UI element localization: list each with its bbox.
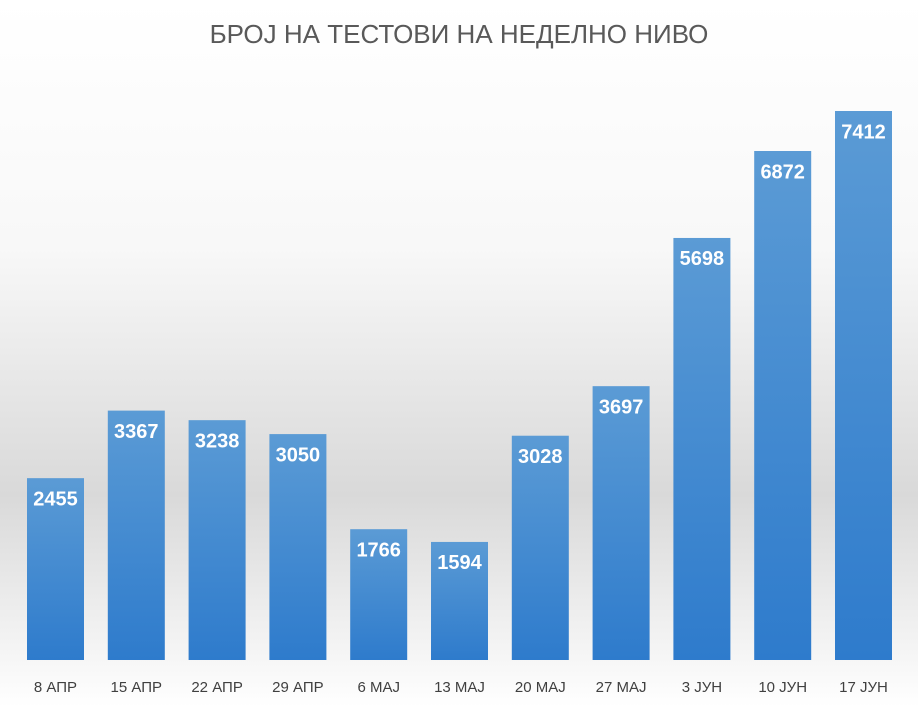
- x-tick-label: 22 АПР: [191, 679, 242, 696]
- bar: [592, 386, 650, 660]
- value-label: 3028: [518, 446, 563, 468]
- value-label: 3697: [599, 396, 644, 418]
- value-label: 5698: [680, 248, 725, 270]
- x-tick-label: 20 МАЈ: [515, 679, 566, 696]
- value-label: 3367: [114, 421, 159, 443]
- value-label: 1766: [356, 539, 401, 561]
- bar: [431, 541, 488, 660]
- x-tick-label: 15 АПР: [111, 679, 162, 696]
- x-tick-label: 8 АПР: [34, 679, 77, 696]
- x-tick-label: 6 МАЈ: [357, 679, 400, 696]
- x-tick-label: 3 ЈУН: [682, 679, 722, 696]
- bar: [511, 435, 569, 660]
- value-label: 3238: [195, 430, 240, 452]
- x-tick-label: 29 АПР: [272, 679, 323, 696]
- x-tick-label: 10 ЈУН: [758, 679, 807, 696]
- x-tick-label: 13 МАЈ: [434, 679, 485, 696]
- value-label: 3050: [276, 444, 321, 466]
- chart-title: БРОЈ НА ТЕСТОВИ НА НЕДЕЛНО НИВО: [210, 19, 709, 49]
- bar: [269, 434, 327, 660]
- x-tick-label: 17 ЈУН: [839, 679, 888, 696]
- bar: [835, 111, 892, 660]
- bar: [188, 420, 246, 660]
- bar: [673, 237, 731, 660]
- bar: [27, 478, 84, 660]
- value-label: 1594: [437, 552, 482, 574]
- bar: [350, 529, 408, 660]
- value-label: 7412: [841, 121, 886, 143]
- value-label: 2455: [33, 488, 78, 510]
- bar: [754, 150, 812, 660]
- value-label: 6872: [760, 161, 805, 183]
- bar: [107, 410, 165, 660]
- x-tick-label: 27 МАЈ: [596, 679, 647, 696]
